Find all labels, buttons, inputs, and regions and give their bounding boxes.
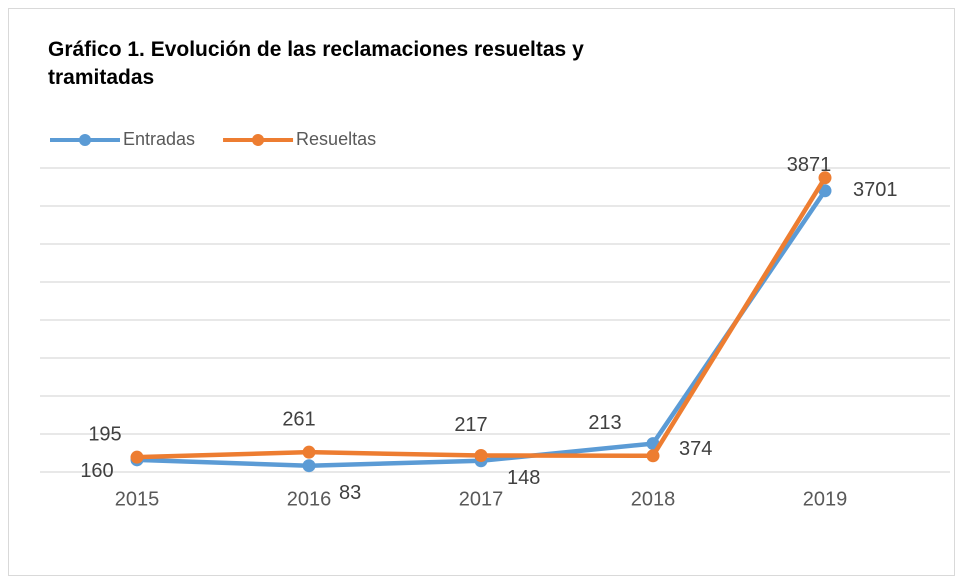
legend-marker bbox=[79, 134, 91, 146]
data-label: 213 bbox=[588, 412, 621, 434]
data-label: 83 bbox=[339, 482, 361, 504]
x-tick-label: 2015 bbox=[115, 488, 160, 510]
data-point bbox=[130, 450, 144, 464]
legend-marker bbox=[252, 134, 265, 146]
data-point bbox=[302, 459, 316, 473]
data-label: 195 bbox=[88, 423, 121, 445]
data-point bbox=[818, 184, 832, 198]
data-label: 3871 bbox=[787, 154, 832, 176]
data-point bbox=[474, 449, 488, 463]
chart-title: Gráfico 1. Evolución de las reclamacione… bbox=[48, 38, 590, 89]
data-point bbox=[818, 171, 832, 185]
x-tick-label: 2018 bbox=[631, 488, 676, 510]
data-label: 148 bbox=[507, 467, 540, 489]
legend-label: Resueltas bbox=[296, 129, 376, 149]
data-label: 160 bbox=[80, 460, 113, 482]
x-tick-label: 2017 bbox=[459, 488, 504, 510]
data-label: 374 bbox=[679, 438, 712, 460]
data-label: 261 bbox=[282, 408, 315, 430]
x-tick-label: 2019 bbox=[803, 488, 848, 510]
chart-frame bbox=[8, 8, 955, 576]
data-point bbox=[302, 445, 316, 459]
x-tick-label: 2016 bbox=[287, 488, 332, 510]
data-label: 217 bbox=[454, 414, 487, 436]
legend-label: Entradas bbox=[123, 129, 195, 149]
data-label: 3701 bbox=[853, 179, 898, 201]
data-point bbox=[646, 449, 660, 463]
